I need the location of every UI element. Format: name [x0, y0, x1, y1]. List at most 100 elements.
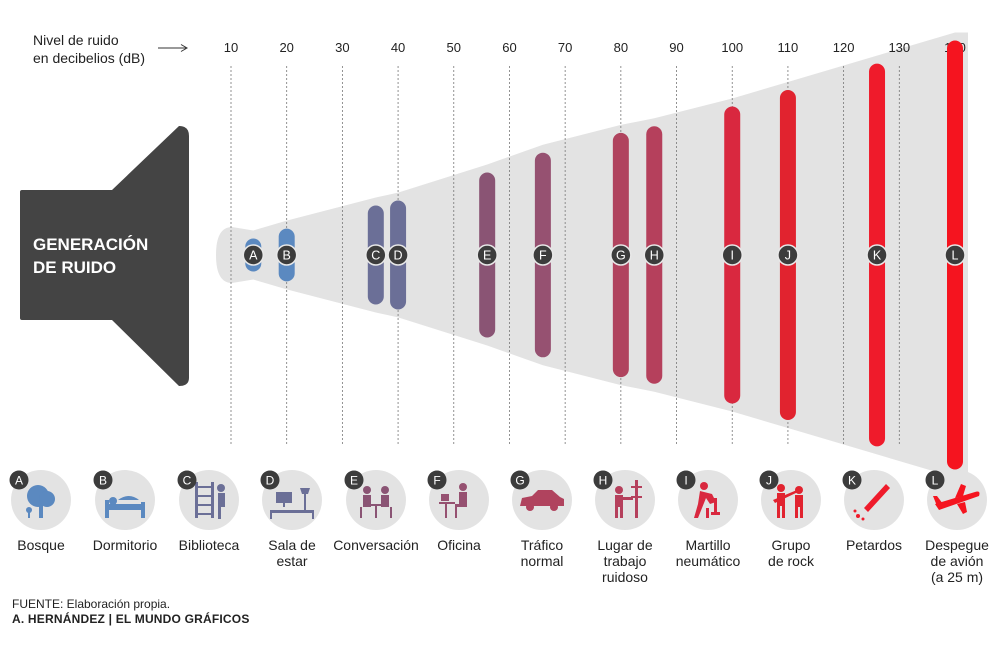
badge-F	[532, 244, 554, 266]
megaphone-label-1: GENERACIÓN	[33, 235, 148, 254]
cone-band	[216, 32, 968, 478]
icon-badge-C	[177, 470, 197, 490]
icon-badge-letter-K: K	[848, 474, 856, 488]
x-tick-60: 60	[502, 40, 516, 55]
bookshelf-icon	[195, 482, 225, 519]
icon-group-B: B	[93, 470, 155, 530]
icon-badge-D	[260, 470, 280, 490]
icon-badge-B	[93, 470, 113, 490]
axis-title-line1: Nivel de ruido	[33, 32, 119, 48]
icon-group-K: K	[842, 470, 904, 530]
badge-E	[476, 244, 498, 266]
icon-badge-F	[427, 470, 447, 490]
label-E: Conversación	[333, 537, 419, 553]
icon-badge-letter-A: A	[15, 474, 23, 488]
living-room-icon	[270, 488, 314, 519]
icon-badge-G	[510, 470, 530, 490]
car-icon	[520, 490, 564, 511]
badge-L	[944, 244, 966, 266]
x-tick-120: 120	[833, 40, 855, 55]
label-I: Martillo neumático	[675, 537, 741, 569]
label-D: Sala de estar	[268, 537, 316, 569]
badge-letter-G: G	[616, 249, 626, 263]
label-L: Despegue de avión (a 25 m)	[925, 537, 989, 585]
megaphone-label-2: DE RUIDO	[33, 258, 116, 277]
icon-badge-letter-C: C	[183, 474, 192, 488]
label-A: Bosque	[17, 537, 65, 553]
axis-title-line2: en decibelios (dB)	[33, 50, 146, 66]
badge-K	[866, 244, 888, 266]
badge-letter-K: K	[873, 249, 882, 263]
footer-credit: A. HERNÁNDEZ | EL MUNDO GRÁFICOS	[12, 612, 250, 626]
badge-letter-F: F	[539, 249, 547, 263]
label-F: Oficina	[437, 537, 481, 553]
badge-B	[275, 244, 298, 266]
badge-letter-D: D	[394, 249, 403, 263]
footer-source: FUENTE: Elaboración propia.	[12, 597, 171, 611]
x-tick-30: 30	[335, 40, 349, 55]
icon-group-A: A	[9, 470, 71, 530]
axis-arrow-icon	[158, 44, 188, 52]
x-tick-130: 130	[888, 40, 910, 55]
icon-badge-L	[925, 470, 945, 490]
icon-group-G: G	[510, 470, 572, 530]
label-H: Lugar de trabajo ruidoso	[597, 537, 653, 585]
airplane-icon	[933, 484, 980, 514]
x-tick-110: 110	[778, 40, 799, 55]
badge-I	[721, 244, 743, 266]
source-icons: A B C D E F G H I J K L	[9, 470, 987, 530]
icon-group-D: D	[260, 470, 322, 530]
x-tick-80: 80	[614, 40, 628, 55]
icon-badge-E	[344, 470, 364, 490]
jackhammer-icon	[694, 482, 720, 518]
badge-G	[610, 244, 632, 266]
icon-group-F: F	[427, 470, 489, 530]
badge-letter-B: B	[283, 249, 291, 263]
sound-cone	[216, 32, 968, 478]
label-K: Petardos	[845, 537, 903, 553]
icon-group-I: I	[676, 470, 738, 530]
icon-badge-I	[676, 470, 696, 490]
badge-D	[387, 244, 409, 266]
x-tick-40: 40	[391, 40, 405, 55]
firecracker-icon	[853, 484, 890, 521]
megaphone-icon: GENERACIÓN DE RUIDO	[20, 126, 189, 386]
icon-badge-A	[9, 470, 29, 490]
icon-badge-J	[759, 470, 779, 490]
label-J: Grupo de rock	[768, 537, 814, 569]
icon-badge-letter-H: H	[599, 474, 608, 488]
badge-letter-J: J	[785, 249, 791, 263]
icon-badge-letter-F: F	[433, 474, 440, 488]
badge-letter-A: A	[249, 249, 258, 263]
x-tick-70: 70	[558, 40, 572, 55]
icon-group-H: H	[593, 470, 655, 530]
x-tick-100: 100	[721, 40, 743, 55]
icon-badge-letter-B: B	[99, 474, 107, 488]
label-B: Dormitorio	[92, 537, 158, 553]
badge-A	[242, 244, 265, 266]
worker-icon	[615, 480, 642, 518]
icon-badge-letter-G: G	[515, 474, 524, 488]
badge-letter-I: I	[730, 249, 733, 263]
icon-badge-letter-L: L	[932, 474, 939, 488]
x-tick-50: 50	[447, 40, 461, 55]
guitar-icon	[773, 484, 803, 518]
x-tick-10: 10	[224, 40, 238, 55]
badge-H	[643, 244, 666, 266]
badge-C	[365, 244, 387, 266]
icon-badge-H	[593, 470, 613, 490]
bed-icon	[105, 496, 145, 518]
badge-letter-C: C	[371, 249, 380, 263]
office-icon	[439, 483, 467, 518]
noise-chart: GENERACIÓN DE RUIDO 10 20 30 40 50 60 70 80 90 10…	[9, 32, 987, 530]
icon-group-E: E	[344, 470, 406, 530]
x-tick-labels: 102030405060708090100110120130140	[224, 40, 966, 55]
icon-group-J: J	[759, 470, 821, 530]
icon-group-L: L	[925, 470, 987, 530]
conversation-icon	[360, 486, 392, 518]
badge-letter-L: L	[952, 249, 959, 263]
icon-badge-letter-E: E	[350, 474, 358, 488]
icon-badge-K	[842, 470, 862, 490]
badge-J	[777, 244, 799, 266]
